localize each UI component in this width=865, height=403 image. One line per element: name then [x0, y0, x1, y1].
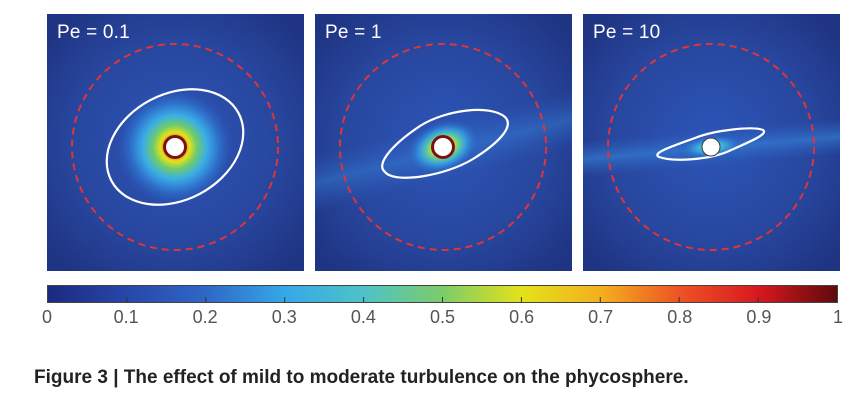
- dashed-boundary-circle: [339, 43, 547, 251]
- cell: [166, 138, 184, 156]
- panel-pe-1: Pe = 1: [315, 14, 572, 271]
- panel-label: Pe = 10: [593, 22, 661, 43]
- caption-text: The effect of mild to moderate turbulenc…: [123, 367, 689, 388]
- colorbar-tick-label: 1: [832, 307, 844, 327]
- contour-line: [656, 127, 766, 161]
- colorbar-tick-label: 0.4: [350, 307, 376, 327]
- colorbar-ticks: [126, 297, 759, 302]
- panel-label: Pe = 1: [325, 22, 382, 43]
- colorbar-tick-label: 0: [41, 307, 53, 327]
- colorbar-tick-label: 0.7: [588, 307, 614, 327]
- colorbar-tick-label: 0.8: [667, 307, 693, 327]
- colorbar-tick-label: 0.5: [429, 307, 456, 327]
- contour-line: [105, 88, 245, 206]
- colorbar: [47, 285, 838, 303]
- figure-caption: Figure 3 | The effect of mild to moderat…: [34, 367, 689, 389]
- colorbar-tick-label: 0.9: [746, 307, 772, 327]
- heatmap-pe-0-1: [47, 14, 304, 271]
- heatmap-pe-10: [583, 14, 840, 271]
- colorbar-tick-label: 0.2: [192, 307, 218, 327]
- colorbar-tick-label: 0.6: [509, 307, 535, 327]
- caption-separator: |: [113, 367, 119, 388]
- panel-pe-0-1: Pe = 0.1: [47, 14, 304, 271]
- panel-pe-10: Pe = 10: [583, 14, 840, 271]
- heatmap-pe-1: [315, 14, 572, 271]
- dashed-boundary-circle: [607, 43, 815, 251]
- dashed-boundary-circle: [71, 43, 279, 251]
- panel-label: Pe = 0.1: [57, 22, 130, 43]
- figure-number: Figure 3: [34, 367, 108, 388]
- contour-line: [381, 108, 509, 179]
- cell: [434, 138, 452, 156]
- colorbar-tick-label: 0.1: [113, 307, 139, 327]
- colorbar-tick-label: 0.3: [271, 307, 297, 327]
- cell: [701, 137, 721, 157]
